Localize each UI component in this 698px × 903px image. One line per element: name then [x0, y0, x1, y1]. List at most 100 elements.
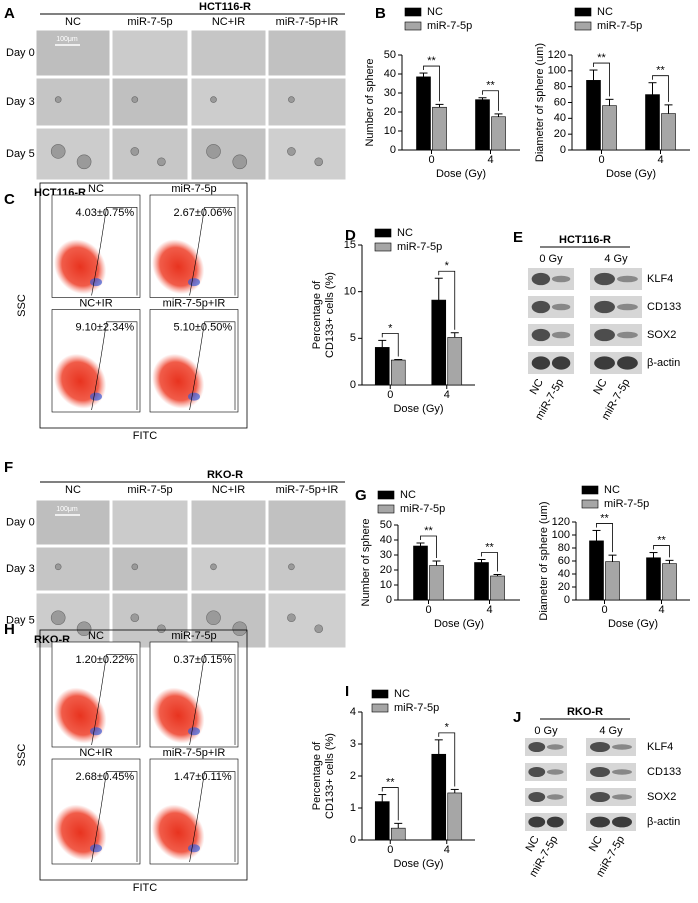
band	[590, 816, 610, 828]
error-bar	[649, 552, 658, 558]
gate	[189, 207, 236, 296]
micrograph	[35, 77, 111, 127]
bar	[447, 337, 463, 386]
micrograph	[267, 77, 347, 127]
gated-events	[90, 727, 102, 736]
bar	[661, 113, 676, 151]
legend-label: miR-7-5p	[397, 241, 442, 253]
band	[617, 331, 638, 339]
error-bar	[478, 97, 487, 100]
significance: *	[388, 322, 393, 334]
significance-bracket	[438, 732, 456, 787]
y-axis-label: Diameter of sphere (um)	[538, 501, 550, 620]
error-bar	[378, 339, 387, 348]
sphere	[50, 610, 66, 626]
significance: **	[424, 525, 433, 537]
sphere	[76, 621, 92, 637]
error-bar	[435, 103, 444, 108]
y-tick-label: 3	[350, 738, 356, 750]
micrograph	[190, 499, 267, 546]
y-axis-label: Percentage of	[311, 741, 323, 810]
micrograph	[190, 546, 267, 592]
bar	[447, 792, 463, 841]
cell-line: HCT116-R	[559, 234, 611, 246]
gate-percent: 1.20±0.22%	[75, 654, 134, 666]
legend-swatch	[374, 228, 392, 238]
sphere	[287, 147, 296, 156]
sphere	[76, 154, 92, 170]
row-label: Day 3	[6, 96, 35, 108]
legend-label: NC	[394, 688, 410, 700]
axis-label: FITC	[133, 430, 157, 442]
axis-label: SSC	[16, 744, 28, 767]
error-bar	[394, 359, 403, 361]
column-header: miR-7-5p	[127, 484, 172, 496]
significance-bracket	[381, 332, 399, 357]
error-bar	[493, 574, 502, 576]
micrograph	[111, 127, 189, 181]
error-bar	[450, 332, 459, 338]
axis-label: SSC	[16, 294, 28, 317]
error-bar	[450, 788, 459, 793]
bar	[605, 561, 620, 601]
lane-label: NC	[528, 377, 546, 397]
sphere	[50, 144, 66, 159]
column-header: NC	[65, 16, 81, 28]
band	[551, 303, 571, 311]
panel-letter: I	[345, 683, 349, 700]
y-tick-label: 100	[548, 65, 566, 77]
dose-label: 0 Gy	[539, 253, 563, 265]
band	[590, 741, 610, 753]
protein-label: β-actin	[647, 816, 680, 828]
error-bar	[592, 529, 601, 541]
significance: *	[445, 722, 450, 734]
micrograph	[35, 127, 111, 181]
sphere	[157, 157, 166, 167]
panel-letter: G	[355, 487, 367, 504]
error-bar	[494, 113, 503, 117]
x-axis-label: Dose (Gy)	[608, 618, 658, 630]
x-tick-label: 4	[658, 604, 664, 616]
legend-swatch	[581, 485, 599, 495]
micrograph	[111, 546, 189, 592]
panel-title: HCT116-R	[199, 1, 251, 13]
sphere	[210, 563, 217, 571]
y-axis-label: Number of sphere	[360, 518, 372, 606]
micrograph	[267, 127, 347, 181]
y-tick-label: 0	[560, 144, 566, 156]
band	[594, 356, 615, 370]
y-tick-label: 1	[350, 802, 356, 814]
bar	[432, 106, 447, 151]
significance: *	[445, 260, 450, 272]
micrograph	[111, 77, 189, 127]
significance-bracket	[381, 787, 399, 821]
sphere	[288, 96, 295, 103]
micrograph	[267, 592, 347, 649]
column-header: NC	[65, 484, 81, 496]
micrograph	[190, 592, 267, 649]
legend-label: NC	[604, 484, 620, 496]
micrograph	[111, 29, 189, 77]
significance: **	[386, 776, 395, 788]
significance: **	[486, 80, 495, 92]
x-axis-label: Dose (Gy)	[606, 168, 656, 180]
legend-swatch	[371, 703, 389, 713]
x-axis-label: Dose (Gy)	[436, 168, 486, 180]
row-label: Day 0	[6, 47, 35, 59]
protein-label: KLF4	[647, 273, 673, 285]
gate	[91, 321, 138, 411]
x-axis-label: Dose (Gy)	[393, 403, 443, 415]
bar	[586, 80, 601, 151]
column-header: NC+IR	[212, 16, 245, 28]
y-tick-label: 10	[344, 286, 356, 298]
row-label: Day 0	[6, 516, 35, 528]
y-tick-label: 0	[390, 144, 396, 156]
sphere	[157, 624, 166, 634]
bar	[589, 540, 604, 601]
dose-label: 4 Gy	[599, 725, 623, 737]
error-bar	[648, 82, 657, 95]
protein-label: CD133	[647, 766, 681, 778]
significance-bracket	[438, 270, 456, 330]
bar	[390, 827, 406, 841]
